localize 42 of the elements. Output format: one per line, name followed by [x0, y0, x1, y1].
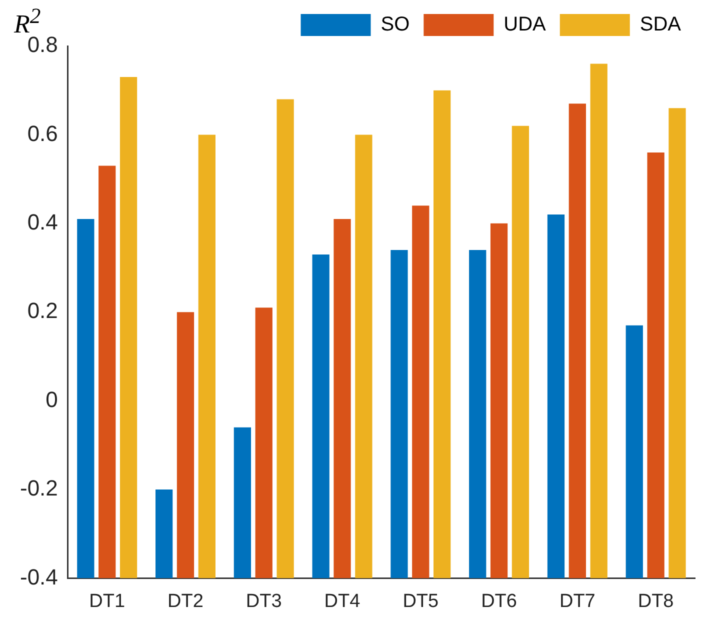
x-tick-label: DT2: [168, 590, 204, 612]
legend-label: SDA: [640, 14, 682, 36]
bar: [234, 427, 252, 578]
bar: [198, 134, 216, 578]
bar: [255, 308, 272, 578]
y-tick-label: 0.8: [27, 32, 58, 58]
bar: [434, 90, 451, 578]
bar: [312, 254, 330, 578]
x-tick-label: DT1: [89, 590, 126, 612]
bar: [390, 250, 408, 578]
bar: [590, 64, 608, 578]
x-tick-label: DT5: [402, 590, 439, 612]
bar: [120, 77, 138, 578]
y-tick-label: 0.2: [27, 298, 58, 324]
bar: [276, 99, 294, 578]
x-tick-label: DT7: [559, 590, 596, 612]
bar: [490, 223, 508, 578]
bar: [469, 250, 486, 578]
legend-label: SO: [380, 14, 410, 36]
y-tick-label: 0.6: [27, 120, 58, 146]
y-tick-label: 0: [46, 386, 58, 412]
bar: [512, 126, 530, 578]
y-tick-label: -0.4: [20, 564, 58, 590]
bar: [547, 214, 565, 578]
bar: [77, 218, 94, 578]
bar: [155, 490, 173, 578]
legend-label: UDA: [504, 14, 547, 36]
x-tick-label: DT8: [638, 590, 674, 612]
bar: [568, 104, 586, 578]
x-tick-label: DT4: [324, 590, 361, 612]
bar: [98, 166, 116, 578]
bar: [626, 325, 643, 578]
y-tick-label: -0.2: [20, 476, 58, 501]
bar: [412, 206, 430, 578]
bar: [668, 108, 686, 578]
bar: [355, 134, 372, 578]
bar: [647, 152, 664, 578]
bar: [176, 312, 194, 578]
bar: [334, 218, 351, 578]
x-tick-label: DT3: [246, 590, 282, 612]
x-tick-label: DT6: [481, 590, 517, 612]
y-tick-label: 0.4: [27, 209, 58, 234]
